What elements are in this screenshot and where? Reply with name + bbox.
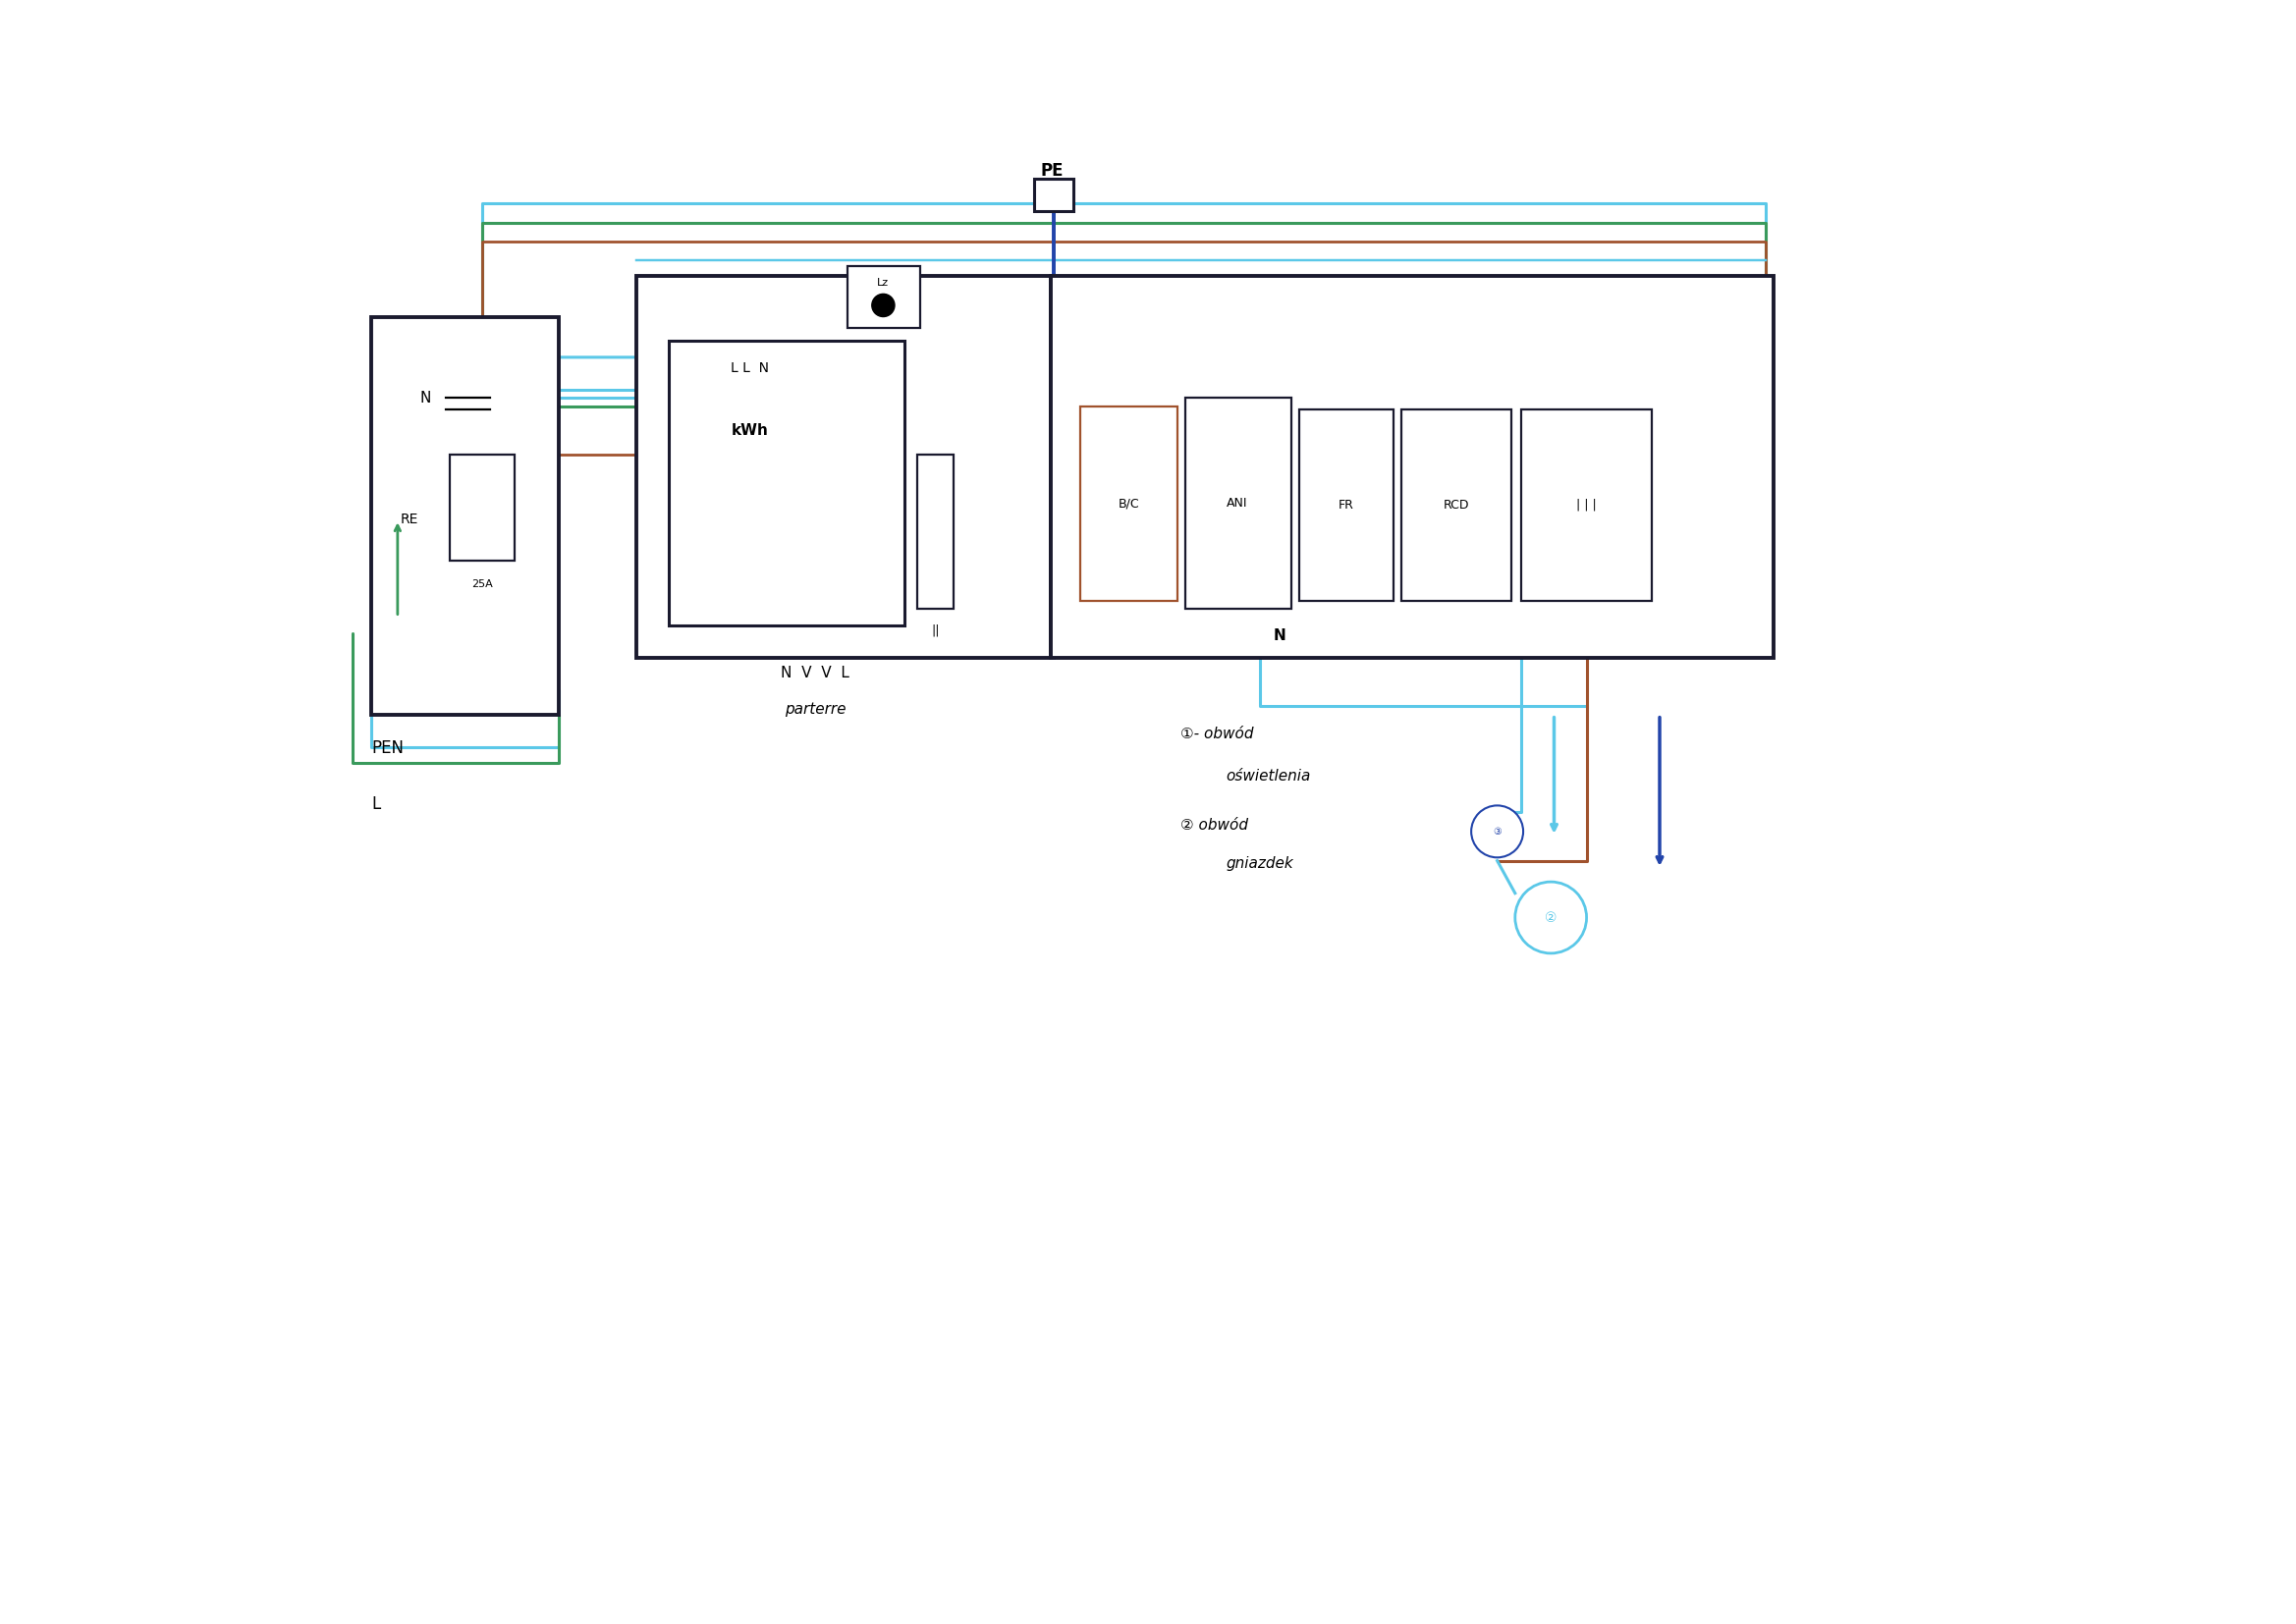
Text: PEN: PEN [372, 739, 404, 757]
Text: ③: ③ [1492, 827, 1502, 836]
Bar [1300, 409, 1394, 601]
Text: N: N [1274, 628, 1286, 643]
Text: L L  N: L L N [730, 362, 769, 375]
Text: B/C: B/C [1118, 497, 1139, 510]
Bar [668, 341, 905, 625]
Bar [1033, 179, 1072, 211]
Bar [1079, 406, 1178, 601]
Bar [847, 266, 921, 328]
Text: RE: RE [400, 513, 418, 526]
Bar [1185, 398, 1290, 609]
Text: N: N [420, 390, 432, 406]
Text: ①- obwód: ①- obwód [1180, 726, 1254, 742]
Text: gniazdek: gniazdek [1226, 856, 1293, 872]
Text: ②: ② [1545, 911, 1557, 924]
Circle shape [1472, 806, 1522, 857]
Text: ||: || [932, 624, 939, 637]
Text: Lz: Lz [877, 278, 889, 287]
Bar [1052, 276, 1773, 658]
Text: PE: PE [1040, 162, 1063, 179]
Bar [1522, 409, 1651, 601]
Text: ② obwód: ② obwód [1180, 817, 1249, 833]
Circle shape [872, 294, 895, 317]
Text: oświetlenia: oświetlenia [1226, 768, 1311, 784]
Text: ANI: ANI [1226, 497, 1249, 510]
Text: N  V  V  L: N V V L [781, 666, 850, 680]
Text: kWh: kWh [732, 422, 769, 438]
Bar [636, 276, 1052, 658]
Text: L: L [372, 796, 381, 814]
Bar [372, 317, 558, 715]
Circle shape [1515, 882, 1587, 953]
Bar [918, 455, 953, 609]
Text: RCD: RCD [1444, 499, 1469, 512]
Bar [450, 455, 514, 560]
Text: | | |: | | | [1577, 499, 1596, 512]
Text: parterre: parterre [785, 702, 845, 716]
Text: FR: FR [1339, 499, 1355, 512]
Text: 25A: 25A [471, 580, 494, 590]
Bar [1401, 409, 1511, 601]
